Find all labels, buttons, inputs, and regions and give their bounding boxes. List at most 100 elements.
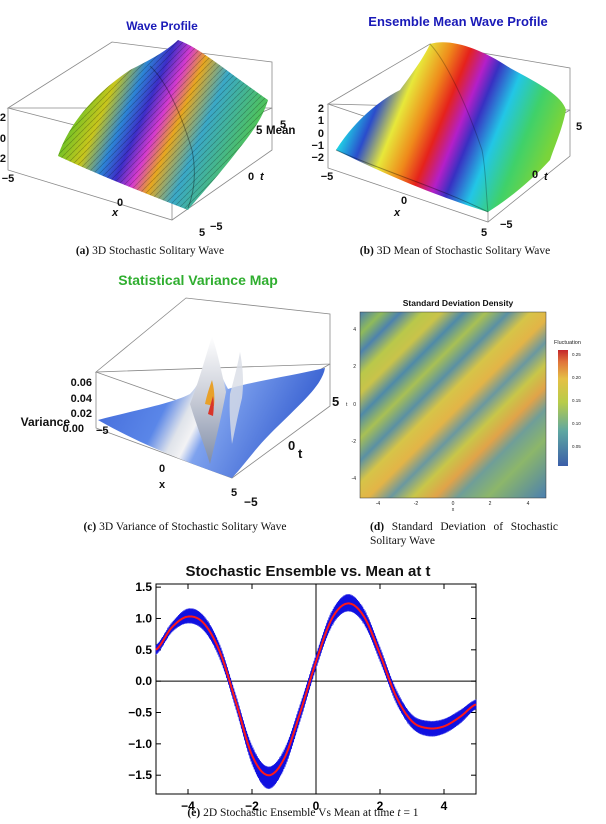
panel-c-z-tick: 0.04 bbox=[71, 393, 93, 405]
panel-b-z-tick: −1 bbox=[311, 140, 324, 152]
panel-a-t-tick: 0 bbox=[248, 171, 254, 183]
panel-c-t-label: t bbox=[298, 446, 303, 461]
panel-c-x-tick: −5 bbox=[96, 425, 109, 437]
panel-a-t-label: t bbox=[260, 171, 265, 183]
panel-c-x-tick: 5 bbox=[231, 487, 237, 499]
panel-a-x-label: x bbox=[111, 207, 119, 219]
panel-c-title: Statistical Variance Map bbox=[118, 272, 278, 288]
panel-d-x-tick: 2 bbox=[489, 501, 492, 507]
chart-y-tick-label: −1.0 bbox=[128, 737, 152, 751]
panel-d-y-tick: 0 bbox=[353, 402, 356, 408]
panel-b-z-tick: 2 bbox=[318, 103, 324, 115]
panel-c-plot: Statistical Variance Map 0.06 0.04 0.02 … bbox=[21, 272, 340, 509]
panel-d-x-tick: 0 bbox=[452, 501, 455, 507]
chart-x-tick-label: −2 bbox=[245, 799, 259, 813]
caption-e: (e) 2D Stochastic Ensemble Vs Mean at ti… bbox=[150, 806, 456, 820]
legend-tick: 0.20 bbox=[572, 375, 581, 380]
panel-e: −4 −2 0 2 4 1.5 1.0 0.5 0.0 −0.5 −1.0 −1.5 Stochasti… bbox=[112, 556, 492, 813]
panel-d: Standard Deviation Density -4 -2 0 2 4 x… bbox=[338, 292, 606, 513]
chart-series-mean bbox=[155, 602, 477, 777]
panel-d-x-tick: -2 bbox=[414, 501, 419, 507]
panel-b-t-tick: −5 bbox=[500, 219, 513, 231]
legend-tick: 0.05 bbox=[572, 444, 581, 449]
caption-b-tag: (b) bbox=[359, 245, 374, 257]
panel-d-y-tick: 2 bbox=[353, 364, 356, 370]
panel-c-z-label: Variance bbox=[21, 415, 71, 429]
chart-x-tick-label: 0 bbox=[313, 799, 320, 813]
panel-c-x-label: x bbox=[159, 479, 166, 491]
legend-tick: 0.10 bbox=[572, 421, 581, 426]
panel-b-title: Ensemble Mean Wave Profile bbox=[368, 14, 547, 29]
panel-c-surface bbox=[98, 336, 325, 478]
panel-c-z-tick: 0.06 bbox=[71, 377, 92, 389]
caption-d: (d) Standard Deviation of Stochastic Sol… bbox=[370, 520, 558, 548]
panel-b: Ensemble Mean Wave Profile 2 1 0 −1 −2 −… bbox=[300, 0, 606, 239]
panel-a: Wave Profile 2 0 −2 −5 0 5 x 5 0 t −5 bbox=[0, 0, 300, 239]
panel-d-plot: Standard Deviation Density -4 -2 0 2 4 x… bbox=[346, 298, 581, 513]
caption-a: (a) 3D Stochastic Solitary Wave bbox=[20, 244, 280, 258]
panel-a-x-tick: 0 bbox=[117, 197, 123, 209]
panel-c-t-tick: 5 bbox=[332, 394, 339, 409]
panel-d-y-tick: -4 bbox=[352, 476, 357, 482]
panel-a-t-tick: −5 bbox=[210, 221, 223, 233]
panel-b-z-tick: 1 bbox=[318, 115, 324, 127]
chart-x-tick-label: 2 bbox=[377, 799, 384, 813]
panel-a-x-tick: 5 bbox=[199, 227, 205, 239]
chart-y-tick-label: −0.5 bbox=[128, 706, 152, 720]
panel-d-x-tick: 4 bbox=[527, 501, 530, 507]
panel-a-plot: Wave Profile 2 0 −2 −5 0 5 x 5 0 t −5 bbox=[0, 19, 286, 239]
panel-b-x-tick: 5 bbox=[481, 227, 487, 239]
panel-b-plot: Ensemble Mean Wave Profile 2 1 0 −1 −2 −… bbox=[311, 14, 582, 239]
caption-e-tag: (e) bbox=[187, 807, 201, 819]
panel-a-surface bbox=[58, 40, 268, 210]
chart-y-tick-label: 1.0 bbox=[135, 611, 152, 625]
panel-c-x-tick: 0 bbox=[159, 463, 165, 475]
caption-c-text: 3D Variance of Stochastic Solitary Wave bbox=[99, 521, 287, 533]
panel-b-z-tick: −2 bbox=[311, 152, 324, 164]
legend-title: Fluctuation bbox=[554, 340, 581, 346]
caption-c-tag: (c) bbox=[83, 521, 97, 533]
panel-c-t-tick: −5 bbox=[244, 495, 258, 509]
panel-e-chart: −4 −2 0 2 4 1.5 1.0 0.5 0.0 −0.5 −1.0 −1.5 Stochasti… bbox=[128, 563, 477, 813]
panel-a-title: Wave Profile bbox=[126, 19, 198, 33]
caption-c: (c) 3D Variance of Stochastic Solitary W… bbox=[40, 520, 330, 534]
panel-b-surface bbox=[335, 42, 566, 213]
panel-b-x-tick: −5 bbox=[321, 171, 334, 183]
chart-y-tick-label: −1.5 bbox=[128, 768, 152, 782]
panel-c: Statistical Variance Map 0.06 0.04 0.02 … bbox=[0, 264, 345, 512]
panel-a-z-tick: 2 bbox=[0, 112, 6, 124]
panel-d-y-tick: -2 bbox=[352, 439, 357, 445]
panel-c-z-tick: 0.02 bbox=[71, 408, 92, 420]
panel-d-y-label: t bbox=[346, 402, 348, 408]
panel-d-frame bbox=[359, 311, 547, 499]
panel-c-t-tick: 0 bbox=[288, 438, 295, 453]
chart-series-ensemble bbox=[155, 594, 477, 790]
panel-b-z-tick: 0 bbox=[318, 128, 324, 140]
panel-b-t-tick: 0 bbox=[532, 169, 538, 181]
caption-e-var: t bbox=[397, 807, 401, 819]
panel-a-z-tick: 0 bbox=[0, 133, 6, 145]
chart-y-tick-label: 0.5 bbox=[135, 643, 152, 657]
chart-x-tick-label: −4 bbox=[181, 799, 195, 813]
panel-c-z-tick: 0.00 bbox=[63, 423, 84, 435]
caption-b: (b) 3D Mean of Stochastic Solitary Wave bbox=[320, 244, 590, 258]
caption-d-tag: (d) bbox=[370, 521, 385, 533]
panel-b-x-tick: 0 bbox=[401, 195, 407, 207]
chart-y-tick-label: 1.5 bbox=[135, 580, 152, 594]
caption-a-tag: (a) bbox=[75, 245, 90, 257]
caption-b-text: 3D Mean of Stochastic Solitary Wave bbox=[376, 245, 551, 257]
caption-e-text: 2D Stochastic Ensemble Vs Mean at time bbox=[203, 807, 395, 819]
panel-b-x-label: x bbox=[393, 207, 401, 219]
panel-d-x-tick: -4 bbox=[376, 501, 381, 507]
panel-b-t-tick: 5 bbox=[576, 121, 582, 133]
panel-d-title: Standard Deviation Density bbox=[403, 298, 514, 308]
panel-b-t-label: t bbox=[544, 171, 549, 183]
panel-a-t-tick: 5 bbox=[280, 119, 286, 131]
legend-tick: 0.25 bbox=[572, 352, 581, 357]
caption-a-text: 3D Stochastic Solitary Wave bbox=[92, 245, 225, 257]
panel-a-x-tick: −5 bbox=[2, 173, 15, 185]
chart-y-tick-label: 0.0 bbox=[135, 674, 152, 688]
panel-d-x-label: x bbox=[452, 507, 455, 513]
panel-d-heatmap bbox=[360, 312, 546, 498]
panel-d-y-tick: 4 bbox=[353, 327, 356, 333]
